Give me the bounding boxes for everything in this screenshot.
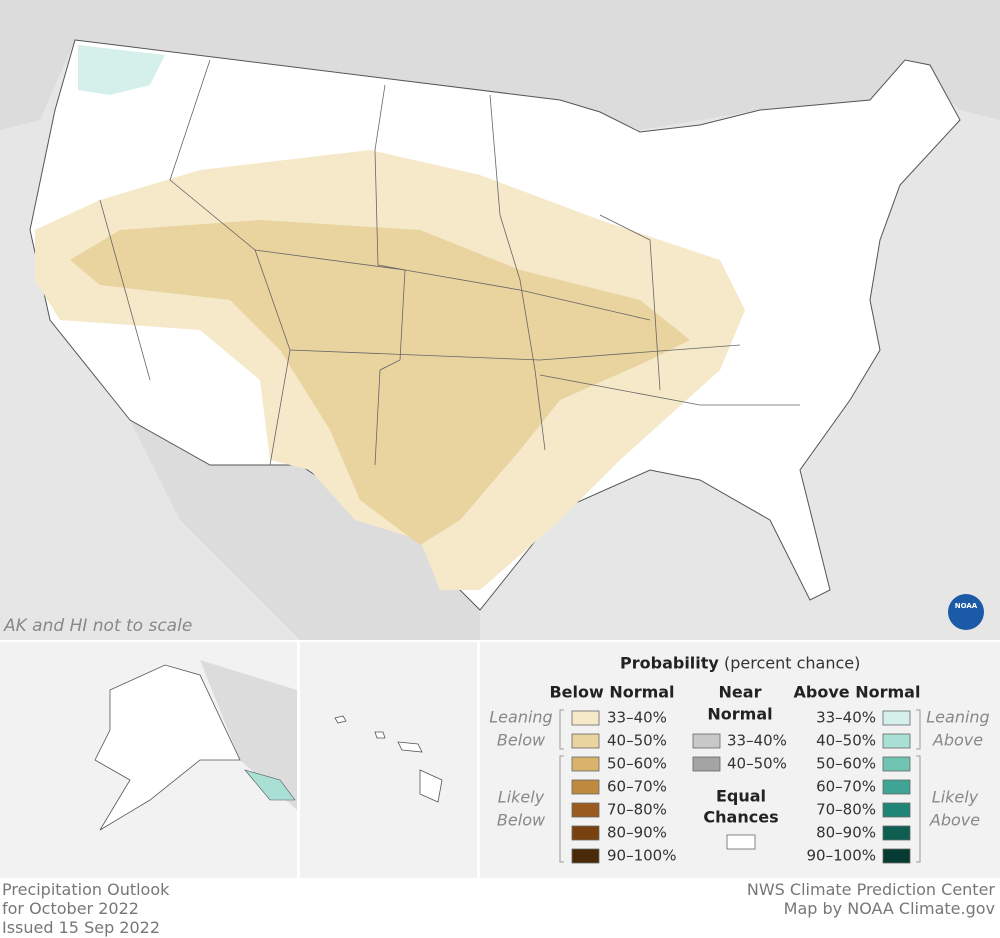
below-heading: Below Normal [549, 683, 674, 702]
swatch-label: 40–50% [816, 732, 876, 750]
leaning-above-area [78, 45, 165, 95]
footer-left: for October 2022 [2, 899, 139, 918]
legend-title: Probability [620, 654, 719, 673]
near-heading: Near [719, 683, 762, 702]
equal-heading: Chances [703, 808, 778, 827]
swatch [692, 733, 721, 749]
swatch-label: 80–90% [607, 824, 667, 842]
state-lines [99, 59, 800, 466]
swatch-label: 80–90% [816, 824, 876, 842]
logo-text: NOAA [955, 602, 978, 610]
leaning-below-core [70, 220, 690, 545]
footer-right: NWS Climate Prediction Center [747, 880, 996, 899]
swatch-label: 60–70% [816, 778, 876, 796]
leaning-above: Above [932, 731, 983, 750]
leaning-below: Leaning [489, 708, 552, 727]
swatch [571, 848, 600, 864]
swatch [882, 779, 911, 795]
footer-right: Map by NOAA Climate.gov [784, 899, 995, 918]
swatch [571, 710, 600, 726]
footer-left: Issued 15 Sep 2022 [2, 918, 160, 937]
legend-subtitle: (percent chance) [724, 654, 860, 673]
swatch-label: 33–40% [816, 709, 876, 727]
swatch [692, 756, 721, 772]
swatch [882, 825, 911, 841]
mexico [130, 420, 480, 640]
swatch [571, 733, 600, 749]
swatch [571, 802, 600, 818]
noaa-logo: NOAA [948, 594, 984, 630]
swatch [882, 756, 911, 772]
swatch [882, 710, 911, 726]
leaning-below: Below [497, 731, 546, 750]
swatch-label: 33–40% [607, 709, 667, 727]
brackets [559, 709, 921, 863]
swatch-label: 40–50% [727, 755, 787, 773]
swatch-label: 60–70% [607, 778, 667, 796]
swatch-label: 90–100% [607, 847, 676, 865]
near-heading: Normal [707, 705, 772, 724]
swatch-label: 70–80% [816, 801, 876, 819]
swatch-label: 50–60% [607, 755, 667, 773]
swatch-label: 50–60% [816, 755, 876, 773]
hawaii [334, 715, 443, 803]
likely-above: Above [929, 811, 980, 830]
scale-note: AK and HI not to scale [3, 616, 192, 636]
hawaii-panel [300, 642, 477, 878]
swatch [571, 779, 600, 795]
likely-below: Below [497, 811, 546, 830]
footer-left: Precipitation Outlook [2, 880, 170, 899]
swatch-label: 90–100% [807, 847, 876, 865]
equal-heading: Equal [716, 787, 766, 806]
likely-below: Likely [498, 788, 545, 807]
swatch [882, 802, 911, 818]
swatch [571, 825, 600, 841]
above-heading: Above Normal [794, 683, 921, 702]
alaska-panhandle [244, 769, 296, 801]
swatch [726, 834, 756, 850]
alaska [94, 664, 241, 831]
leaning-above: Leaning [926, 708, 989, 727]
swatch-label: 40–50% [607, 732, 667, 750]
swatch-label: 70–80% [607, 801, 667, 819]
swatch [882, 733, 911, 749]
canada [0, 0, 1000, 130]
canada-inset [200, 660, 297, 810]
swatch [882, 848, 911, 864]
likely-above: Likely [932, 788, 979, 807]
swatch [571, 756, 600, 772]
swatch-label: 33–40% [727, 732, 787, 750]
